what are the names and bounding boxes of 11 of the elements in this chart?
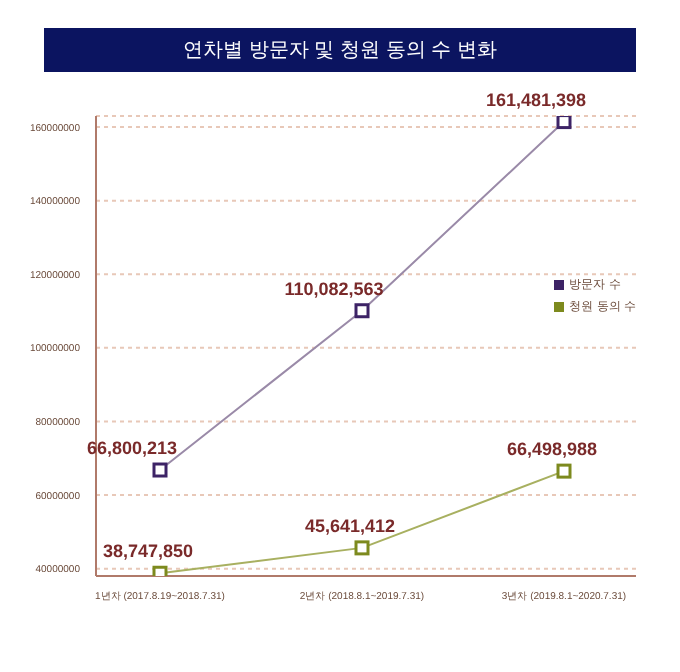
point [556, 463, 572, 479]
point [354, 303, 370, 319]
data-label: 161,481,398 [485, 89, 587, 110]
point [556, 116, 572, 130]
data-label: 45,641,412 [304, 515, 396, 536]
chart-title: 연차별 방문자 및 청원 동의 수 변화 [44, 28, 636, 72]
data-label: 38,747,850 [102, 541, 194, 562]
point [354, 540, 370, 556]
data-label: 66,498,988 [506, 439, 598, 460]
point [152, 462, 168, 478]
data-label: 110,082,563 [284, 278, 384, 299]
